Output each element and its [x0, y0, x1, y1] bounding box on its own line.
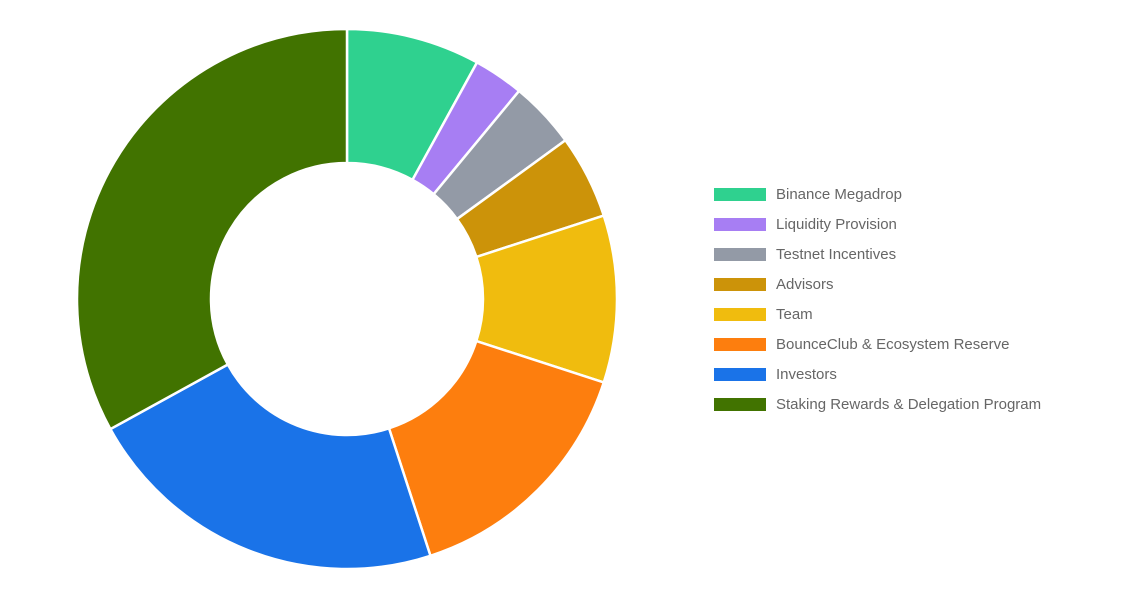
legend-item-advisors[interactable]: Advisors: [714, 269, 1041, 299]
donut-slices: [75, 27, 619, 571]
legend-item-binance-megadrop[interactable]: Binance Megadrop: [714, 179, 1041, 209]
legend-label: BounceClub & Ecosystem Reserve: [776, 335, 1010, 353]
slice-investors[interactable]: [109, 363, 432, 571]
legend-swatch: [714, 187, 766, 201]
legend-item-bounceclub-ecosystem-reserve[interactable]: BounceClub & Ecosystem Reserve: [714, 329, 1041, 359]
legend-label: Team: [776, 305, 813, 323]
legend-item-investors[interactable]: Investors: [714, 359, 1041, 389]
legend-label: Investors: [776, 365, 837, 383]
legend-swatch: [714, 337, 766, 351]
legend-swatch: [714, 247, 766, 261]
legend-item-team[interactable]: Team: [714, 299, 1041, 329]
legend-item-testnet-incentives[interactable]: Testnet Incentives: [714, 239, 1041, 269]
legend-swatch: [714, 397, 766, 411]
legend-swatch: [714, 367, 766, 381]
legend-swatch: [714, 277, 766, 291]
legend-label: Testnet Incentives: [776, 245, 897, 263]
legend-swatch: [714, 217, 766, 231]
legend-label: Advisors: [776, 275, 834, 293]
slice-bounceclub-ecosystem-reserve[interactable]: [387, 339, 606, 558]
legend-label: Staking Rewards & Delegation Program: [776, 395, 1042, 413]
slice-staking-rewards-delegation-program[interactable]: [75, 27, 349, 431]
chart-legend: Binance Megadrop Liquidity Provision Testn…: [714, 179, 1041, 419]
legend-item-staking-rewards-delegation-program[interactable]: Staking Rewards & Delegation Program: [714, 389, 1041, 419]
legend-label: Liquidity Provision: [776, 215, 897, 233]
legend-item-liquidity-provision[interactable]: Liquidity Provision: [714, 209, 1041, 239]
legend-label: Binance Megadrop: [776, 185, 902, 203]
legend-swatch: [714, 307, 766, 321]
